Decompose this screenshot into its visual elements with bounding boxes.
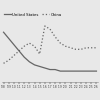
Legend: United States, China: United States, China [4,12,62,16]
